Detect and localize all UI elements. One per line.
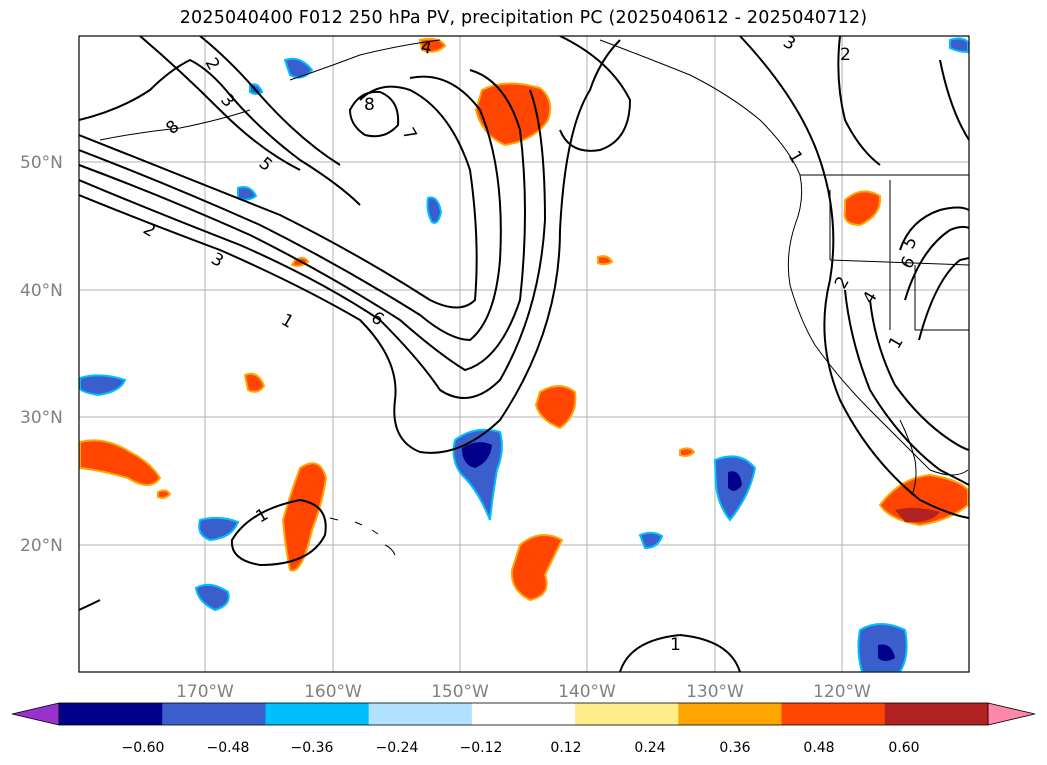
- colorbar-tick-label: 0.12: [550, 740, 581, 756]
- colorbar-tick-label: 0.60: [888, 740, 919, 756]
- lat-label: 20°N: [20, 536, 63, 556]
- colorbar-segments: [59, 703, 989, 725]
- pv-contour: [559, 36, 632, 152]
- colorbar-tick-label: 0.24: [634, 740, 665, 756]
- colorbar-tick-label: 0.48: [803, 740, 834, 756]
- colorbar-tick-label: −0.12: [460, 740, 503, 756]
- precip-negative-area: [949, 37, 969, 54]
- colorbar-tick-labels: −0.60 −0.48 −0.36 −0.24 −0.12 0.12 0.24 …: [122, 740, 920, 756]
- colorbar-segment: [368, 703, 473, 725]
- pv-contour: [79, 89, 547, 399]
- precip-positive-area: [510, 534, 564, 602]
- plot-frame: [78, 35, 970, 673]
- pv-contour: [619, 633, 741, 672]
- precip-negative-area: [79, 374, 127, 397]
- state-borders: [829, 180, 969, 331]
- north-america-coast: [599, 39, 969, 476]
- lat-label: 50°N: [20, 153, 63, 173]
- precip-positive-area: [597, 255, 614, 266]
- pv-contour: [230, 498, 327, 567]
- precip-positive-area: [79, 439, 162, 486]
- colorbar-segment: [678, 703, 783, 725]
- pv-contour: [79, 75, 502, 342]
- colorbar-tick-label: −0.36: [291, 740, 334, 756]
- lon-label: 170°W: [176, 682, 234, 702]
- contour-label: 4: [419, 37, 433, 59]
- precip-negative-area: [198, 516, 240, 542]
- pv-contours: [79, 36, 969, 672]
- lon-label: 120°W: [813, 682, 871, 702]
- colorbar-tick-label: −0.48: [207, 740, 250, 756]
- colorbar: −0.60 −0.48 −0.36 −0.24 −0.12 0.12 0.24 …: [11, 702, 1036, 756]
- colorbar-tick-label: 0.36: [719, 740, 750, 756]
- pv-contour: [739, 36, 969, 519]
- pv-contour: [918, 257, 969, 341]
- colorbar-segment: [781, 703, 886, 725]
- precip-negative-strong-area: [728, 471, 742, 491]
- alaska-coast: [289, 39, 441, 81]
- contour-label: 8: [364, 95, 375, 115]
- coastlines: [99, 39, 969, 556]
- lon-label: 130°W: [686, 682, 744, 702]
- contour-label: 2: [840, 45, 851, 65]
- colorbar-segment: [162, 703, 266, 725]
- map-title: 2025040400 F012 250 hPa PV, precipitatio…: [179, 8, 868, 28]
- colorbar-segment: [59, 703, 163, 725]
- pv-contour: [139, 36, 301, 171]
- colorbar-high-extend: [987, 702, 1036, 726]
- pv-contour: [904, 225, 969, 301]
- colorbar-tick-label: −0.60: [122, 740, 165, 756]
- precip-positive-strong-area: [895, 507, 940, 523]
- colorbar-segment: [575, 703, 679, 725]
- pv-contour: [899, 206, 969, 251]
- colorbar-segment: [471, 703, 576, 725]
- contour-label: 1: [670, 635, 681, 655]
- precip-positive-area: [843, 190, 882, 227]
- precip-negative-area: [426, 196, 443, 224]
- precip-positive-area: [157, 489, 172, 499]
- colorbar-tick-label: −0.24: [376, 740, 419, 756]
- precip-negative-area: [283, 57, 314, 79]
- lat-label: 30°N: [20, 408, 63, 428]
- precip-negative-strong-area: [462, 442, 492, 468]
- precip-positive-area: [281, 462, 328, 572]
- pv-contour: [79, 599, 101, 611]
- pv-contour: [939, 59, 969, 141]
- longitude-labels: 170°W 160°W 150°W 140°W 130°W 120°W: [176, 682, 871, 702]
- pv-contour: [199, 36, 341, 166]
- precip-positive-area: [679, 447, 696, 457]
- pv-contour: [844, 289, 969, 486]
- pv-contour: [79, 85, 478, 309]
- pv-contour: [79, 58, 361, 206]
- pv-contour: [348, 90, 400, 138]
- precip-negative-area: [194, 583, 230, 612]
- precip-negative-area: [638, 531, 664, 550]
- pv-contour: [837, 36, 881, 166]
- lat-label: 40°N: [20, 281, 63, 301]
- lon-label: 160°W: [304, 682, 362, 702]
- colorbar-segment: [265, 703, 370, 725]
- baja-coast: [899, 419, 917, 496]
- pv-contour: [869, 299, 969, 451]
- precip-negative-strong-area: [878, 644, 895, 661]
- hawaii-islands: [329, 517, 396, 556]
- latitude-labels: 50°N 40°N 30°N 20°N: [20, 153, 63, 556]
- pv-contour: [79, 39, 621, 454]
- precip-positive-area: [534, 385, 577, 430]
- pv-contour: [79, 69, 526, 372]
- precipitation-shading: [79, 37, 969, 672]
- colorbar-low-extend: [11, 702, 60, 726]
- aleutian-islands: [99, 109, 251, 141]
- colorbar-frame: [58, 702, 989, 726]
- lon-label: 140°W: [558, 682, 616, 702]
- lon-label: 150°W: [431, 682, 489, 702]
- precip-positive-area: [243, 372, 266, 393]
- colorbar-segment: [884, 703, 989, 725]
